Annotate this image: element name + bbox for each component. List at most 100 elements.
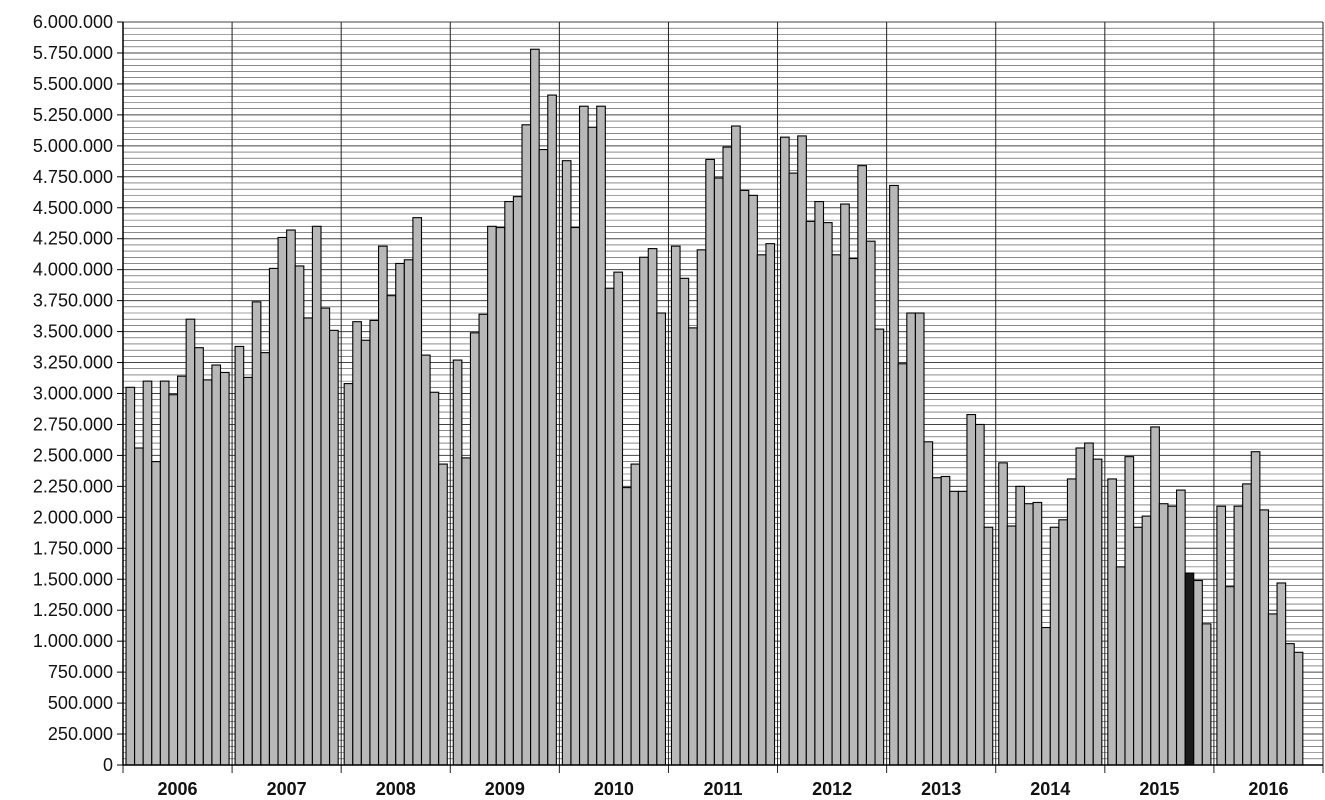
- y-tick-label: 3.750.000: [33, 291, 113, 311]
- bar-2009-9: [521, 124, 532, 766]
- bar-2012-6: [822, 222, 833, 766]
- bar-2015-6: [1150, 426, 1160, 766]
- x-tick-label: 2009: [485, 779, 525, 799]
- bar-2012-3: [797, 135, 807, 766]
- bar-2015-11: [1193, 579, 1203, 766]
- bar-2016-3: [1233, 505, 1244, 766]
- bar-2007-5: [268, 267, 279, 766]
- bar-2008-10: [420, 354, 431, 766]
- bar-2014-12: [1092, 458, 1103, 766]
- x-tick-label: 2016: [1248, 779, 1288, 799]
- x-tick-label: 2007: [267, 779, 307, 799]
- bar-2016-1: [1216, 505, 1227, 766]
- y-tick-label: 5.000.000: [33, 136, 113, 156]
- bar-2009-4: [478, 313, 489, 766]
- bar-2014-7: [1049, 526, 1060, 766]
- bar-2010-12: [656, 312, 666, 766]
- x-tick-label: 2010: [594, 779, 634, 799]
- bar-2016-10: [1293, 651, 1304, 766]
- y-tick-label: 3.500.000: [33, 322, 113, 342]
- x-tick-label: 2006: [158, 779, 198, 799]
- bar-2010-4: [587, 126, 598, 766]
- bar-2010-8: [621, 487, 632, 766]
- bar-2016-7: [1267, 613, 1278, 766]
- bar-2013-10: [966, 413, 977, 766]
- bar-2013-11: [974, 423, 985, 766]
- bar-2009-3: [469, 332, 480, 766]
- x-tick-label: 2012: [812, 779, 852, 799]
- bar-2008-11: [429, 391, 440, 766]
- bar-2011-7: [722, 146, 733, 766]
- bar-2013-2: [897, 363, 908, 766]
- y-tick-label: 4.250.000: [33, 229, 113, 249]
- bar-2016-5: [1250, 451, 1261, 766]
- bar-2014-5: [1032, 501, 1043, 766]
- bar-2009-11: [538, 149, 549, 766]
- bar-2011-3: [688, 327, 698, 766]
- bar-2015-4: [1133, 526, 1143, 766]
- y-tick-label: 2.000.000: [33, 507, 113, 527]
- bar-2013-5: [923, 441, 934, 766]
- bar-2013-6: [932, 477, 942, 766]
- bar-2006-6: [168, 394, 179, 766]
- bar-2008-7: [395, 262, 405, 766]
- bar-2011-10: [748, 194, 758, 766]
- bar-2011-1: [670, 245, 681, 766]
- bar-2011-11: [756, 254, 767, 766]
- y-tick-label: 1.750.000: [33, 538, 113, 558]
- bar-2009-5: [487, 225, 497, 766]
- y-tick-label: 750.000: [48, 662, 113, 682]
- y-tick-label: 5.250.000: [33, 105, 113, 125]
- bar-2013-12: [983, 526, 994, 766]
- bar-2012-1: [779, 136, 790, 766]
- bar-2006-8: [185, 318, 196, 766]
- bar-2012-8: [840, 203, 850, 766]
- bar-2007-3: [251, 301, 262, 766]
- bar-2007-11: [320, 307, 331, 766]
- y-tick-label: 3.250.000: [33, 353, 113, 373]
- bar-2014-9: [1066, 478, 1077, 766]
- bar-2007-2: [243, 376, 253, 766]
- bar-2008-4: [369, 319, 380, 766]
- bar-2007-8: [294, 265, 305, 766]
- bar-2006-10: [202, 379, 213, 766]
- y-tick-label: 1.250.000: [33, 600, 113, 620]
- bar-2009-1: [452, 359, 463, 766]
- bar-2015-12: [1201, 623, 1212, 766]
- bar-2016-9: [1285, 643, 1295, 766]
- bar-2013-4: [914, 312, 925, 766]
- bar-2016-8: [1276, 582, 1287, 766]
- bar-2006-2: [134, 447, 144, 766]
- bar-2008-8: [403, 259, 414, 766]
- bar-2014-10: [1075, 447, 1086, 766]
- bar-2013-1: [889, 184, 899, 766]
- bar-2006-12: [219, 371, 230, 766]
- bar-2011-2: [679, 277, 690, 766]
- bar-2006-1: [125, 386, 136, 766]
- labels-layer: 0 250.000 500.000 750.000 1.000.000 1.250.000…: [33, 12, 1289, 799]
- bar-2014-2: [1006, 525, 1017, 766]
- bar-2010-6: [604, 287, 615, 766]
- bar-2007-1: [234, 345, 245, 766]
- y-tick-label: 4.000.000: [33, 260, 113, 280]
- bar-2008-5: [377, 245, 388, 766]
- y-tick-label: 5.500.000: [33, 74, 113, 94]
- bar-2010-11: [647, 248, 658, 766]
- bar-2009-12: [547, 94, 557, 766]
- bar-2006-3: [142, 380, 153, 766]
- y-tick-label: 1.500.000: [33, 569, 113, 589]
- bar-2011-12: [765, 243, 776, 766]
- axes-layer: [117, 21, 1323, 766]
- bar-2007-6: [277, 236, 288, 766]
- y-tick-label: 3.000.000: [33, 384, 113, 404]
- bar-2009-2: [461, 457, 471, 766]
- bar-2012-2: [788, 172, 799, 766]
- bar-2014-8: [1058, 519, 1068, 766]
- bar-2015-1: [1107, 478, 1117, 766]
- bar-2008-2: [352, 321, 362, 766]
- bar-2010-10: [639, 256, 649, 766]
- bar-2011-5: [705, 158, 715, 766]
- bar-2008-3: [360, 339, 371, 766]
- bar-2015-9: [1176, 489, 1186, 766]
